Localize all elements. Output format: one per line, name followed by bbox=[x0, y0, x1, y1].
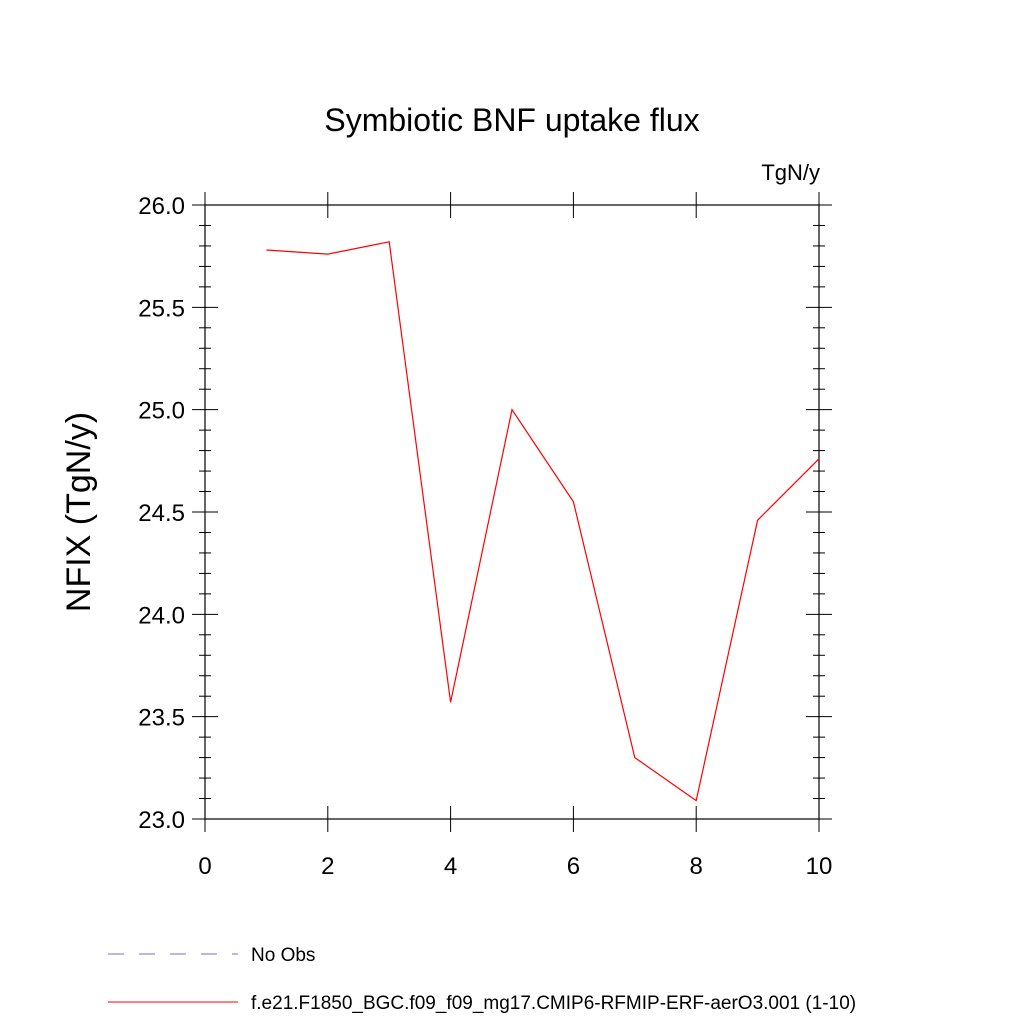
x-tick-label: 2 bbox=[321, 853, 334, 880]
chart-title: Symbiotic BNF uptake flux bbox=[324, 102, 699, 138]
legend-label: No Obs bbox=[251, 945, 315, 966]
x-tick-label: 8 bbox=[690, 853, 703, 880]
legend: No Obs f.e21.F1850_BGC.f09_f09_mg17.CMIP6… bbox=[108, 945, 856, 1014]
units-label: TgN/y bbox=[761, 160, 820, 185]
y-tick-label: 24.0 bbox=[138, 602, 185, 629]
y-tick-label: 26.0 bbox=[138, 193, 185, 220]
legend-label: f.e21.F1850_BGC.f09_f09_mg17.CMIP6-RFMIP… bbox=[251, 993, 856, 1014]
x-tick-label: 4 bbox=[444, 853, 457, 880]
y-axis-label: NFIX (TgN/y) bbox=[60, 412, 98, 612]
y-tick-label: 23.5 bbox=[138, 705, 185, 732]
axis-ticks bbox=[192, 192, 832, 832]
x-tick-label: 0 bbox=[198, 853, 211, 880]
series-layer bbox=[266, 241, 820, 802]
y-tick-label: 24.5 bbox=[138, 500, 185, 527]
y-tick-label: 25.5 bbox=[138, 295, 185, 322]
y-tick-label: 23.0 bbox=[138, 807, 185, 834]
series-line bbox=[266, 241, 820, 802]
tick-labels: 0 2 4 6 8 10 23.0 23.5 24.0 24.5 25.0 25.5 26.0 bbox=[138, 193, 832, 880]
x-tick-label: 10 bbox=[806, 853, 833, 880]
x-tick-label: 6 bbox=[567, 853, 580, 880]
plot-frame bbox=[204, 204, 820, 820]
y-tick-label: 25.0 bbox=[138, 398, 185, 425]
